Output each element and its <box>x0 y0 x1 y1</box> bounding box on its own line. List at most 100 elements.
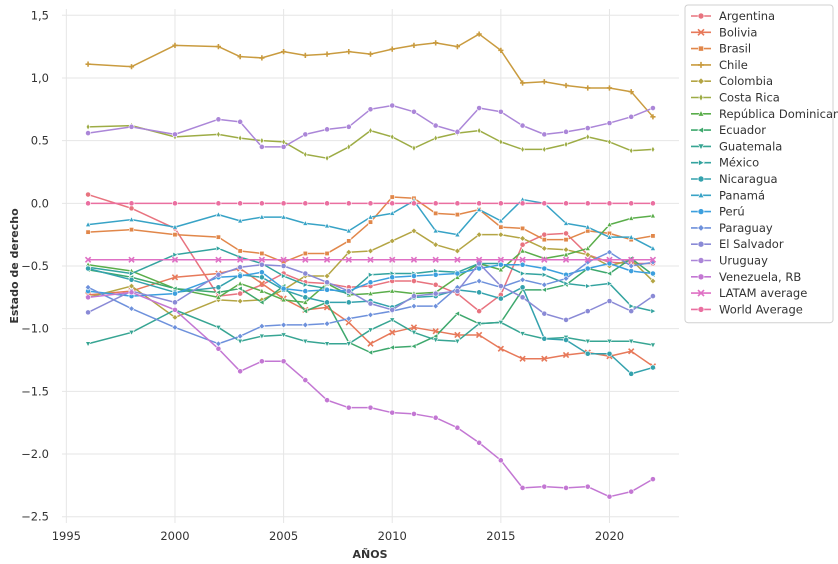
series-line <box>87 104 654 148</box>
data-point <box>498 138 504 146</box>
data-point <box>433 40 439 46</box>
data-point <box>302 200 309 207</box>
y-tick-label: −2.5 <box>21 510 49 524</box>
data-point <box>367 213 374 220</box>
data-point <box>367 290 374 296</box>
data-point <box>541 79 547 85</box>
data-point <box>258 261 265 268</box>
legend-label: Paraguay <box>719 221 773 235</box>
series-panama <box>84 196 657 251</box>
data-point <box>258 280 266 287</box>
data-point <box>698 45 704 52</box>
data-point <box>367 106 374 113</box>
data-point <box>520 225 526 231</box>
data-point <box>324 250 330 256</box>
data-point <box>476 105 483 111</box>
data-point <box>697 191 705 198</box>
data-point <box>324 154 330 162</box>
data-point <box>389 209 396 216</box>
series-line <box>87 309 654 346</box>
data-point <box>280 296 287 303</box>
series-line <box>88 196 654 263</box>
legend: Argentina Bolivia Brasil Chile Colombia Costa… <box>684 4 838 324</box>
data-point <box>216 130 221 139</box>
data-point <box>454 338 461 345</box>
data-point <box>475 231 483 238</box>
legend-item: Perú <box>691 205 745 219</box>
data-point <box>541 265 548 272</box>
data-point <box>541 200 548 207</box>
data-point <box>519 261 526 268</box>
legend-label: Ecuador <box>719 123 766 137</box>
data-point <box>346 49 352 55</box>
data-point <box>454 212 460 218</box>
data-point <box>215 345 222 352</box>
data-point <box>698 61 704 68</box>
data-point <box>476 439 483 446</box>
legend-item: Panamá <box>691 188 765 202</box>
data-point <box>562 351 570 359</box>
series-line <box>87 193 653 312</box>
data-point <box>171 324 179 331</box>
data-point <box>215 116 222 123</box>
data-point <box>562 256 570 263</box>
data-point <box>236 297 244 305</box>
data-point <box>85 309 91 316</box>
legend-item: Argentina <box>691 9 775 23</box>
data-point <box>454 273 461 280</box>
series-el-salvador <box>85 260 656 323</box>
legend-item: LATAM average <box>691 286 807 300</box>
data-point <box>85 61 91 67</box>
data-point <box>606 233 613 240</box>
data-point <box>697 240 705 248</box>
data-point <box>85 294 91 301</box>
data-point <box>519 122 526 129</box>
data-point <box>519 80 526 86</box>
data-point <box>172 200 178 207</box>
data-point <box>498 224 504 230</box>
data-point <box>497 283 504 289</box>
data-point <box>519 294 526 301</box>
data-point <box>345 404 352 411</box>
data-point <box>324 397 330 404</box>
data-point <box>497 295 504 302</box>
data-point <box>453 310 460 317</box>
data-point <box>585 85 591 91</box>
data-point <box>215 325 222 331</box>
data-point <box>628 370 635 377</box>
data-point <box>215 293 222 300</box>
data-point <box>302 321 309 329</box>
series-line <box>88 33 654 118</box>
data-point <box>629 146 634 155</box>
data-point <box>280 144 287 150</box>
data-point <box>171 223 179 230</box>
data-point <box>323 341 331 348</box>
data-point <box>236 285 243 292</box>
data-point <box>345 256 352 263</box>
data-point <box>519 256 526 263</box>
data-point <box>280 213 287 220</box>
data-point <box>84 256 92 263</box>
data-point <box>237 368 244 375</box>
data-point <box>172 299 178 306</box>
data-point <box>258 274 265 281</box>
data-point <box>389 256 396 263</box>
legend-item: El Salvador <box>691 237 784 251</box>
data-point <box>433 134 438 142</box>
data-point <box>606 256 613 263</box>
data-point <box>411 411 417 417</box>
data-point <box>520 145 525 154</box>
data-point <box>258 213 265 220</box>
data-point <box>258 287 265 294</box>
data-point <box>432 227 439 234</box>
data-point <box>389 317 396 324</box>
data-point <box>302 52 308 58</box>
data-point <box>411 200 417 207</box>
data-point <box>128 64 135 70</box>
data-point <box>411 144 417 152</box>
data-point <box>432 122 439 129</box>
data-point <box>237 134 243 142</box>
x-tick-label: 2000 <box>160 529 189 543</box>
data-point <box>85 130 91 137</box>
data-point <box>519 276 526 284</box>
